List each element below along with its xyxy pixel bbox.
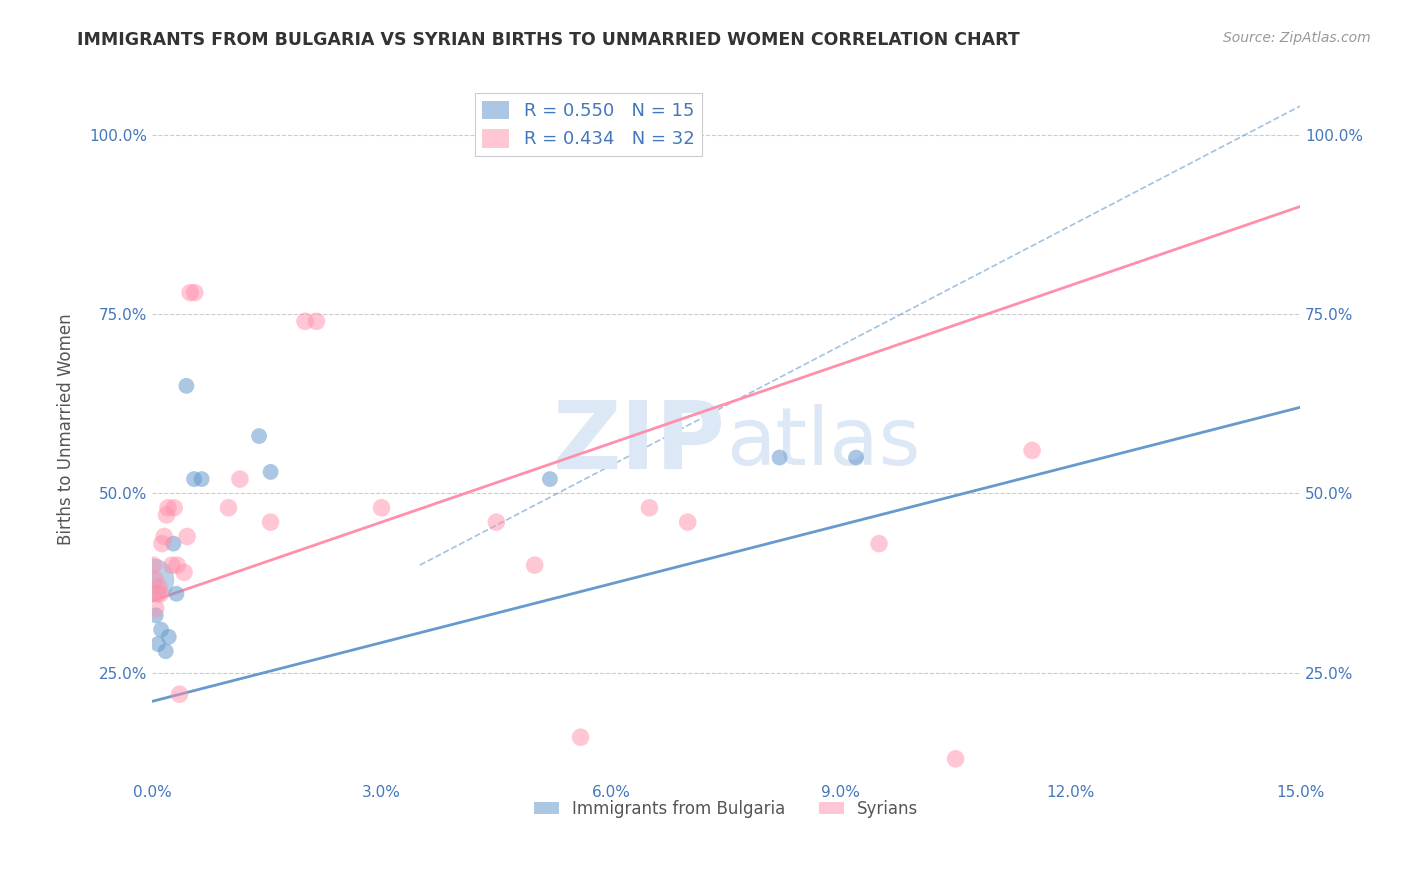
Point (169, 687, 191, 701)
Point (868, 536, 890, 550)
Point (183, 472, 205, 486)
Text: atlas: atlas (725, 404, 921, 482)
Point (145, 601, 167, 615)
Point (305, 314, 328, 328)
Point (294, 314, 316, 328)
Point (150, 536, 173, 550)
Point (259, 465, 281, 479)
Point (146, 587, 169, 601)
Point (184, 285, 207, 300)
Point (538, 472, 561, 486)
Point (148, 580, 170, 594)
Point (149, 587, 172, 601)
Point (176, 379, 198, 393)
Point (217, 500, 239, 515)
Point (156, 500, 179, 515)
Point (150, 623, 173, 637)
Y-axis label: Births to Unmarried Women: Births to Unmarried Women (58, 313, 75, 545)
Point (166, 558, 188, 573)
Point (768, 450, 790, 465)
Point (259, 515, 281, 529)
Point (945, 752, 967, 766)
Point (162, 536, 184, 550)
Point (179, 285, 201, 300)
Point (142, 573, 165, 587)
Point (153, 529, 176, 543)
Point (143, 573, 166, 587)
Point (190, 472, 212, 486)
Point (247, 429, 270, 443)
Point (229, 472, 252, 486)
Point (142, 558, 165, 573)
Text: ZIP: ZIP (553, 397, 725, 489)
Point (155, 508, 177, 522)
Point (638, 500, 661, 515)
Point (176, 529, 198, 543)
Point (165, 587, 187, 601)
Point (155, 644, 177, 658)
Text: Source: ZipAtlas.com: Source: ZipAtlas.com (1223, 31, 1371, 45)
Point (160, 558, 183, 573)
Text: IMMIGRANTS FROM BULGARIA VS SYRIAN BIRTHS TO UNMARRIED WOMEN CORRELATION CHART: IMMIGRANTS FROM BULGARIA VS SYRIAN BIRTH… (77, 31, 1021, 49)
Point (173, 566, 195, 580)
Point (676, 515, 699, 529)
Point (370, 500, 392, 515)
Point (157, 630, 180, 644)
Point (569, 731, 592, 745)
Point (145, 608, 167, 623)
Point (845, 450, 868, 465)
Point (163, 500, 186, 515)
Legend: Immigrants from Bulgaria, Syrians: Immigrants from Bulgaria, Syrians (527, 793, 925, 825)
Point (485, 515, 508, 529)
Point (523, 558, 546, 573)
Point (1021, 443, 1043, 458)
Point (146, 637, 169, 651)
